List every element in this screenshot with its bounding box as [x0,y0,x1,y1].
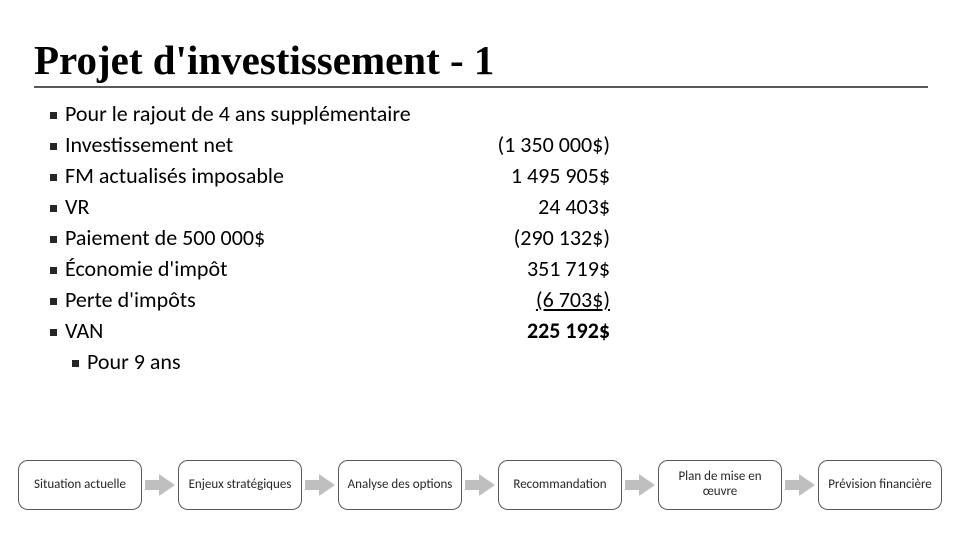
arrow-icon [305,474,335,496]
arrow-icon [465,474,495,496]
item-value: 24 403$ [430,193,610,220]
item-value: 1 495 905$ [430,162,610,189]
bullet-icon [50,329,57,336]
item-label: Paiement de 500 000$ [65,224,265,251]
item-label: Investissement net [65,131,233,158]
item-label: VAN [65,317,103,344]
item-label: Perte d'impôts [65,286,196,313]
flow-node: Recommandation [498,460,622,510]
bullet-icon [50,143,57,150]
bullet-icon [50,236,57,243]
flow-node: Analyse des options [338,460,462,510]
bullet-icon [72,360,79,367]
item-label: FM actualisés imposable [65,162,284,189]
sub-note: Pour 9 ans [87,348,181,375]
bullet-icon [50,174,57,181]
flow-node: Plan de mise en œuvre [658,460,782,510]
item-value: 351 719$ [430,255,610,282]
flow-node: Prévision financière [818,460,942,510]
item-value: (290 132$) [430,224,610,251]
bullet-icon [50,267,57,274]
arrow-icon [625,474,655,496]
item-value: (1 350 000$) [430,131,610,158]
item-label: Économie d'impôt [65,255,227,282]
item-value: 225 192$ [430,317,610,344]
item-label: VR [65,193,89,220]
item-value: (6 703$) [430,286,610,313]
page-title: Projet d'investissement - 1 [34,36,494,84]
intro-text: Pour le rajout de 4 ans supplémentaire [65,100,625,127]
arrow-icon [145,474,175,496]
bullet-icon [50,298,57,305]
arrow-icon [785,474,815,496]
process-flow: Situation actuelle Enjeux stratégiques A… [18,460,942,510]
bullet-list: Pour le rajout de 4 ans supplémentaire I… [50,100,610,379]
title-underline [34,86,928,88]
flow-node: Situation actuelle [18,460,142,510]
bullet-icon [50,112,57,119]
bullet-icon [50,205,57,212]
flow-node: Enjeux stratégiques [178,460,302,510]
